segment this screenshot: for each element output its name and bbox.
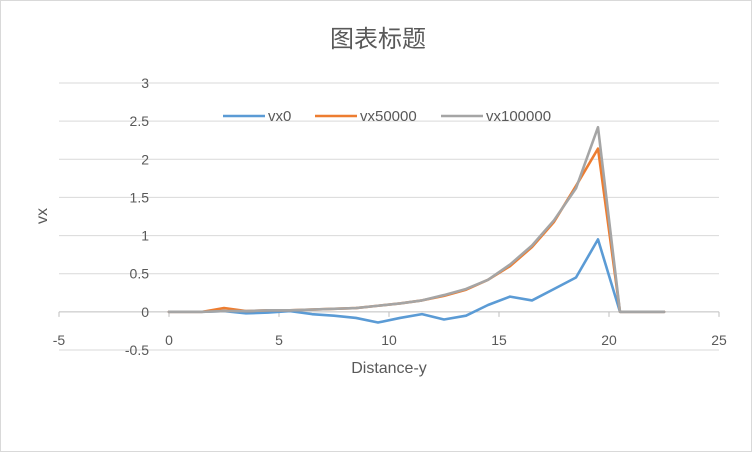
legend-label-vx0: vx0 — [268, 108, 291, 125]
y-tick-label: 2.5 — [130, 113, 150, 129]
plot-series — [167, 125, 666, 324]
series-line-vx0 — [167, 238, 666, 324]
series-line-vx50000 — [167, 147, 666, 314]
y-axis: -0.5 0 0.5 1 1.5 2 2.5 3 — [125, 75, 149, 358]
x-tick-label: 20 — [601, 332, 617, 348]
y-tick-label: 2 — [141, 151, 149, 167]
x-tick-label: 10 — [381, 332, 397, 348]
y-tick-label: 1 — [141, 228, 149, 244]
legend-label-vx100000: vx100000 — [486, 108, 551, 125]
chart-title: 图表标题 — [330, 26, 426, 53]
x-axis-label: Distance-y — [351, 360, 427, 377]
y-axis-label: vx — [34, 208, 51, 224]
x-tick-label: 0 — [165, 332, 173, 348]
y-tick-label: 0.5 — [130, 266, 150, 282]
x-tick-label: 15 — [491, 332, 507, 348]
y-tick-label: 0 — [141, 304, 149, 320]
gridlines — [59, 82, 719, 351]
series-line-vx100000 — [167, 125, 666, 314]
y-tick-label: 3 — [141, 75, 149, 91]
x-tick-labels: -5 0 5 10 15 20 25 — [53, 332, 727, 348]
y-tick-label: 1.5 — [130, 189, 150, 205]
x-tick-label: -5 — [53, 332, 66, 348]
y-tick-label: -0.5 — [125, 342, 149, 358]
x-tick-label: 5 — [275, 332, 283, 348]
legend-label-vx50000: vx50000 — [360, 108, 417, 125]
legend: vx0 vx50000 vx100000 — [223, 108, 551, 125]
x-tick-label: 25 — [711, 332, 727, 348]
